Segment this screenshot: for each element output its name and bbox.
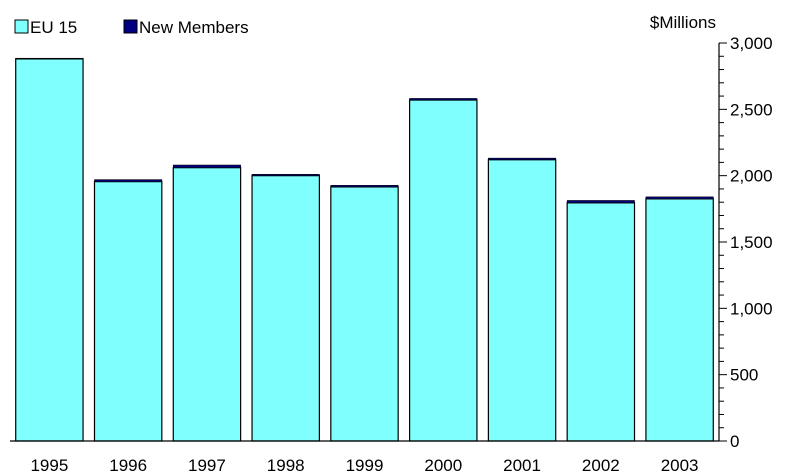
y-axis: 0 500 1,000 1,500 2,000 2,500 3,000 [718,34,773,451]
bar-new-members-1995 [15,57,84,60]
x-tick-label-2002: 2002 [582,456,620,475]
x-tick-label-1996: 1996 [109,456,147,475]
x-tick-label-2003: 2003 [661,456,699,475]
y-tick-label-2500: 2,500 [730,100,773,119]
bar-new-members-1996 [94,179,163,182]
bar-eu15-1998 [251,175,320,442]
y-tick-label-500: 500 [730,366,758,385]
bar-new-members-2000 [409,98,478,101]
x-tick-label-1998: 1998 [267,456,305,475]
legend-label-eu15: EU 15 [30,18,77,37]
bar-new-members-2003 [645,196,714,200]
y-tick-label-0: 0 [730,432,739,451]
bar-eu15-2000 [409,99,478,442]
bar-eu15-1999 [330,186,399,442]
bar-new-members-1999 [330,185,399,188]
bar-new-members-2002 [566,200,635,204]
y-tick-label-2000: 2,000 [730,167,773,186]
legend-label-new-members: New Members [139,18,249,37]
y-tick-label-1500: 1,500 [730,233,773,252]
bars [15,57,714,442]
y-axis-label: $Millions [650,13,716,32]
legend-swatch-eu15 [14,19,29,34]
x-axis: 1995 1996 1997 1998 1999 2000 2001 2002 2003 [10,440,719,475]
bar-new-members-2001 [488,157,557,161]
bar-eu15-2003 [645,198,714,442]
x-tick-label-2000: 2000 [424,456,462,475]
y-tick-label-3000: 3,000 [730,34,773,53]
x-tick-label-2001: 2001 [503,456,541,475]
bar-new-members-1998 [251,174,320,176]
legend: EU 15 New Members [14,18,249,37]
x-tick-label-1997: 1997 [188,456,226,475]
legend-swatch-new-members [123,19,138,34]
bar-new-members-1997 [172,164,241,169]
bar-eu15-2002 [566,202,636,442]
bar-eu15-1995 [15,58,84,442]
x-tick-label-1999: 1999 [346,456,384,475]
x-tick-label-1995: 1995 [30,456,68,475]
y-tick-label-1000: 1,000 [730,299,773,318]
bar-eu15-1996 [93,181,163,442]
bar-eu15-2001 [487,159,557,442]
bar-eu15-1997 [172,167,242,442]
